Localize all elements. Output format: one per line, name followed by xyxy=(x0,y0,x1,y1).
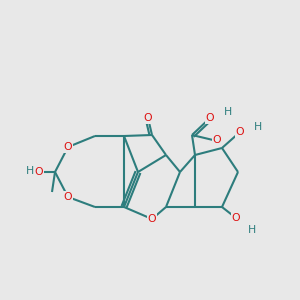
Text: O: O xyxy=(232,213,240,223)
Text: O: O xyxy=(35,167,43,177)
Text: O: O xyxy=(144,113,152,123)
Text: O: O xyxy=(236,127,244,137)
Text: O: O xyxy=(64,142,72,152)
Text: O: O xyxy=(148,214,156,224)
Text: O: O xyxy=(64,192,72,202)
Text: H: H xyxy=(248,225,256,235)
Text: O: O xyxy=(206,113,214,123)
Text: H: H xyxy=(254,122,262,132)
Text: H: H xyxy=(26,166,34,176)
Text: O: O xyxy=(213,135,221,145)
Text: H: H xyxy=(224,107,232,117)
